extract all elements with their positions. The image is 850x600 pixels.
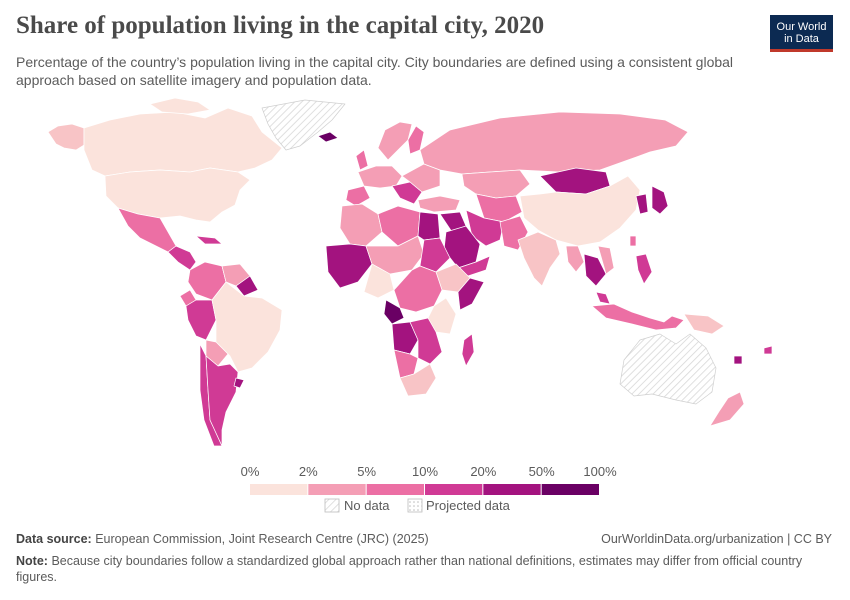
owid-logo[interactable]: Our World in Data bbox=[770, 15, 833, 52]
region-new-zealand[interactable] bbox=[709, 391, 745, 427]
region-caribbean[interactable] bbox=[195, 235, 223, 245]
region-south-africa[interactable] bbox=[399, 363, 437, 397]
page-subtitle: Percentage of the country’s population l… bbox=[16, 54, 734, 88]
legend-tick-label: 10% bbox=[412, 464, 438, 479]
legend-bin-3 bbox=[425, 484, 483, 495]
region-canada[interactable] bbox=[83, 107, 283, 177]
region-vanuatu[interactable] bbox=[763, 345, 773, 355]
region-bolivia[interactable] bbox=[205, 339, 229, 367]
legend-tick-label: 2% bbox=[299, 464, 318, 479]
note-text: Because city boundaries follow a standar… bbox=[16, 554, 803, 584]
region-fiji[interactable] bbox=[733, 355, 743, 365]
region-myanmar[interactable] bbox=[565, 245, 585, 273]
region-sudan[interactable] bbox=[419, 237, 451, 273]
region-gulf-of-guinea[interactable] bbox=[363, 263, 395, 299]
region-central-america[interactable] bbox=[167, 245, 197, 271]
data-source: Data source: European Commission, Joint … bbox=[16, 532, 429, 546]
region-congo[interactable] bbox=[383, 299, 405, 325]
region-india[interactable] bbox=[517, 231, 561, 287]
logo-line-2: in Data bbox=[784, 33, 819, 45]
region-uruguay[interactable] bbox=[233, 377, 245, 389]
world-map bbox=[47, 97, 773, 447]
region-russia[interactable] bbox=[419, 111, 689, 175]
region-thailand-cambodia[interactable] bbox=[583, 253, 607, 287]
region-angola[interactable] bbox=[391, 321, 419, 355]
region-west-africa[interactable] bbox=[325, 243, 373, 289]
region-argentina[interactable] bbox=[205, 355, 239, 447]
region-papua-new-guinea[interactable] bbox=[683, 313, 725, 335]
region-central-africa[interactable] bbox=[393, 265, 443, 313]
region-indonesia[interactable] bbox=[591, 303, 685, 331]
region-arctic-islands[interactable] bbox=[149, 97, 211, 115]
source-label: Data source: bbox=[16, 532, 92, 546]
page-title: Share of population living in the capita… bbox=[16, 12, 545, 39]
region-korea[interactable] bbox=[635, 193, 649, 215]
region-taiwan[interactable] bbox=[629, 235, 637, 247]
logo-line-1: Our World bbox=[776, 21, 827, 33]
region-alaska[interactable] bbox=[47, 123, 85, 151]
region-finland[interactable] bbox=[407, 125, 425, 155]
region-uk[interactable] bbox=[355, 149, 369, 171]
region-madagascar[interactable] bbox=[461, 333, 475, 367]
region-australia[interactable] bbox=[619, 333, 717, 405]
legend-no-data-label: No data bbox=[344, 498, 390, 513]
legend-tick-label: 20% bbox=[470, 464, 496, 479]
region-scandinavia[interactable] bbox=[377, 121, 413, 161]
legend-projected-label: Projected data bbox=[426, 498, 511, 513]
region-kazakhstan[interactable] bbox=[461, 169, 531, 199]
legend-bin-0 bbox=[250, 484, 308, 495]
note-label: Note: bbox=[16, 554, 48, 568]
region-north-africa-west[interactable] bbox=[339, 203, 383, 247]
region-spain[interactable] bbox=[345, 185, 371, 207]
source-text: European Commission, Joint Research Cent… bbox=[95, 532, 429, 546]
footnote: Note: Because city boundaries follow a s… bbox=[16, 553, 836, 585]
legend-tick-label: 50% bbox=[529, 464, 555, 479]
legend-tick-label: 100% bbox=[583, 464, 617, 479]
legend-tick-label: 5% bbox=[357, 464, 376, 479]
legend-bin-4 bbox=[483, 484, 541, 495]
legend-projected-swatch bbox=[407, 498, 423, 513]
region-egypt[interactable] bbox=[417, 211, 441, 241]
region-china[interactable] bbox=[519, 175, 641, 247]
map-legend: 0% 2% 5% 10% 20% 50% 100% No data Projected da… bbox=[241, 464, 617, 513]
region-italy-balkans[interactable] bbox=[391, 181, 423, 205]
region-peru[interactable] bbox=[185, 299, 217, 341]
source-url[interactable]: OurWorldinData.org/urbanization | CC BY bbox=[601, 532, 832, 546]
legend-bin-1 bbox=[308, 484, 366, 495]
legend-no-data-swatch bbox=[324, 498, 340, 513]
region-namibia-botswana[interactable] bbox=[393, 349, 419, 379]
region-iceland[interactable] bbox=[317, 131, 339, 143]
region-japan[interactable] bbox=[651, 185, 669, 215]
region-somalia[interactable] bbox=[457, 277, 485, 311]
legend-bin-5 bbox=[541, 484, 599, 495]
region-malaysia[interactable] bbox=[595, 291, 611, 305]
region-western-europe[interactable] bbox=[357, 165, 403, 189]
region-vietnam[interactable] bbox=[597, 245, 615, 275]
legend-tick-label: 0% bbox=[241, 464, 260, 479]
region-guyanas[interactable] bbox=[235, 275, 259, 297]
region-philippines[interactable] bbox=[635, 253, 653, 285]
region-greenland[interactable] bbox=[261, 99, 346, 151]
legend-bin-2 bbox=[366, 484, 424, 495]
region-turkey[interactable] bbox=[417, 195, 461, 213]
region-zambia-mozambique[interactable] bbox=[409, 317, 443, 365]
